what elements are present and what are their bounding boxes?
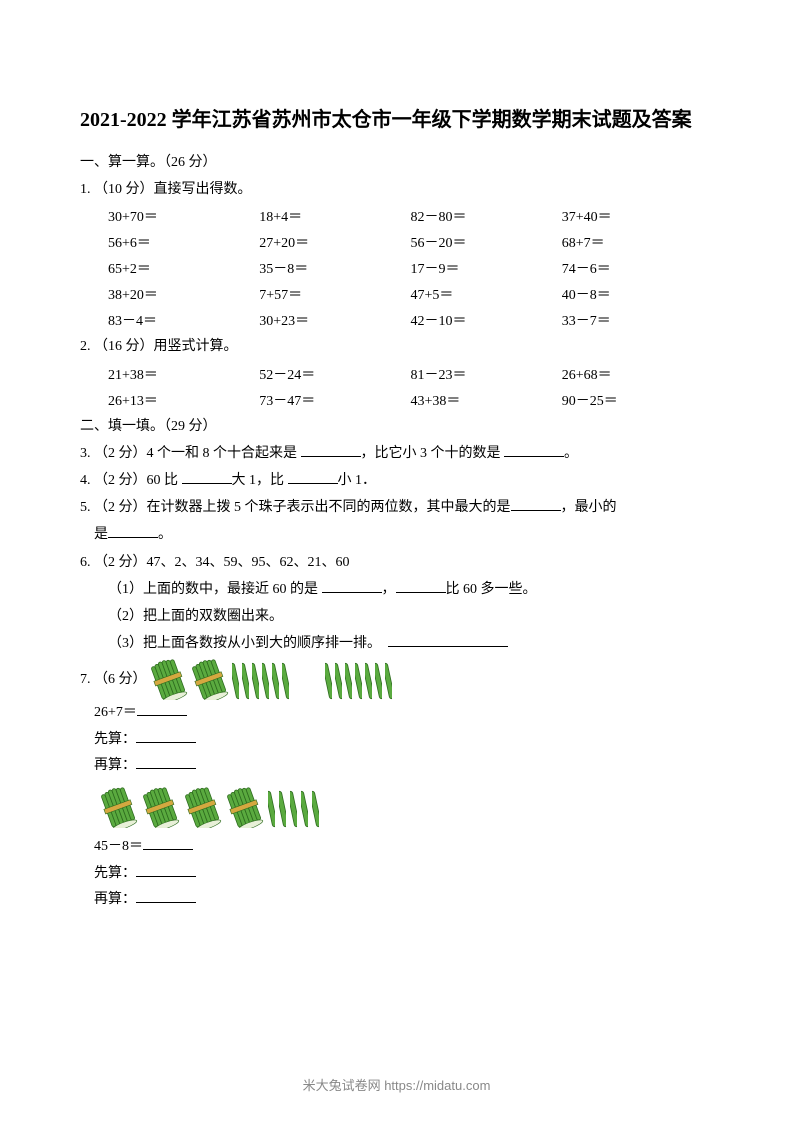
- blank: [511, 497, 561, 511]
- q7-first2: 先算：: [80, 861, 713, 888]
- calc-item: 35－8＝: [259, 258, 410, 278]
- calc-item: 40－8＝: [562, 284, 713, 304]
- calc-item: 74－6＝: [562, 258, 713, 278]
- sticks-image-1: [150, 658, 392, 700]
- q2-label: 2. （16 分）用竖式计算。: [80, 334, 713, 359]
- calc-item: 83－4＝: [108, 310, 259, 330]
- footer: 米大兔试卷网 https://midatu.com: [0, 1075, 793, 1094]
- blank: [396, 579, 446, 593]
- blank: [108, 524, 158, 538]
- q7-eq1: 26+7＝: [80, 700, 713, 727]
- calc-item: 37+40＝: [562, 206, 713, 226]
- q1-grid: 30+70＝ 18+4＝ 82－80＝ 37+40＝ 56+6＝ 27+20＝ …: [80, 206, 713, 330]
- q2-grid: 21+38＝ 52－24＝ 81－23＝ 26+68＝ 26+13＝ 73－47…: [80, 364, 713, 410]
- first-label: 先算：: [94, 866, 136, 881]
- calc-item: 18+4＝: [259, 206, 410, 226]
- calc-item: 68+7＝: [562, 232, 713, 252]
- q6-p1-suffix: 比 60 多一些。: [446, 582, 537, 597]
- blank: [136, 729, 196, 743]
- q5-l2-prefix: 是: [94, 527, 108, 542]
- calc-item: 56－20＝: [411, 232, 562, 252]
- q6-label: 6. （2 分）47、2、34、59、95、62、21、60: [80, 550, 713, 575]
- then-label: 再算：: [94, 758, 136, 773]
- q3-mid: ，比它小 3 个十的数是: [361, 446, 505, 461]
- blank: [301, 443, 361, 457]
- calc-item: 26+68＝: [562, 364, 713, 384]
- q6-p3-prefix: （3）把上面各数按从小到大的顺序排一排。: [108, 636, 381, 651]
- q4-suffix: 小 1．: [338, 473, 377, 488]
- calc-item: 52－24＝: [259, 364, 410, 384]
- blank: [388, 633, 508, 647]
- q4-mid: 大 1，比: [232, 473, 288, 488]
- q4-prefix: 4. （2 分）60 比: [80, 473, 182, 488]
- q7-first1: 先算：: [80, 727, 713, 754]
- calc-item: 27+20＝: [259, 232, 410, 252]
- blank: [288, 470, 338, 484]
- blank: [136, 755, 196, 769]
- q6-p1-mid: ，: [382, 582, 396, 597]
- section1-heading: 一、算一算。（26 分）: [80, 150, 713, 175]
- q5-line2: 是。: [80, 522, 713, 547]
- calc-item: 26+13＝: [108, 390, 259, 410]
- first-label: 先算：: [94, 732, 136, 747]
- calc-item: 7+57＝: [259, 284, 410, 304]
- calc-item: 38+20＝: [108, 284, 259, 304]
- q5: 5. （2 分）在计数器上拨 5 个珠子表示出不同的两位数，其中最大的是 ，最小的: [80, 495, 713, 520]
- q3-suffix: 。: [564, 446, 578, 461]
- eq1-text: 26+7＝: [94, 705, 137, 720]
- calc-item: 30+70＝: [108, 206, 259, 226]
- calc-item: 73－47＝: [259, 390, 410, 410]
- q6-part1: （1）上面的数中，最接近 60 的是 ， 比 60 多一些。: [80, 577, 713, 602]
- q7: 7. （6 分）: [80, 658, 713, 700]
- blank: [143, 836, 193, 850]
- q6-part3: （3）把上面各数按从小到大的顺序排一排。: [80, 631, 713, 656]
- blank: [504, 443, 564, 457]
- q7-eq2: 45－8＝: [80, 834, 713, 861]
- blank: [322, 579, 382, 593]
- q3-prefix: 3. （2 分）4 个一和 8 个十合起来是: [80, 446, 301, 461]
- q7-label: 7. （6 分）: [80, 667, 147, 692]
- q7-then2: 再算：: [80, 887, 713, 914]
- sticks-image-2: [80, 786, 713, 828]
- calc-item: 42－10＝: [411, 310, 562, 330]
- calc-item: 81－23＝: [411, 364, 562, 384]
- calc-item: 30+23＝: [259, 310, 410, 330]
- page-title: 2021-2022 学年江苏省苏州市太仓市一年级下学期数学期末试题及答案: [80, 100, 713, 140]
- q6-part2: （2）把上面的双数圈出来。: [80, 604, 713, 629]
- calc-item: 43+38＝: [411, 390, 562, 410]
- q5-l2-suffix: 。: [158, 527, 172, 542]
- calc-item: 90－25＝: [562, 390, 713, 410]
- blank: [136, 889, 196, 903]
- q7-then1: 再算：: [80, 753, 713, 780]
- q6-p1-prefix: （1）上面的数中，最接近 60 的是: [108, 582, 322, 597]
- then-label: 再算：: [94, 892, 136, 907]
- calc-item: 56+6＝: [108, 232, 259, 252]
- q5-mid: ，最小的: [561, 500, 617, 515]
- q3: 3. （2 分）4 个一和 8 个十合起来是 ，比它小 3 个十的数是 。: [80, 441, 713, 466]
- calc-item: 33－7＝: [562, 310, 713, 330]
- eq2-text: 45－8＝: [94, 839, 143, 854]
- q1-label: 1. （10 分）直接写出得数。: [80, 177, 713, 202]
- calc-item: 21+38＝: [108, 364, 259, 384]
- calc-item: 82－80＝: [411, 206, 562, 226]
- q5-prefix: 5. （2 分）在计数器上拨 5 个珠子表示出不同的两位数，其中最大的是: [80, 500, 511, 515]
- calc-item: 17－9＝: [411, 258, 562, 278]
- calc-item: 47+5＝: [411, 284, 562, 304]
- blank: [182, 470, 232, 484]
- blank: [137, 702, 187, 716]
- calc-item: 65+2＝: [108, 258, 259, 278]
- q4: 4. （2 分）60 比 大 1，比 小 1．: [80, 468, 713, 493]
- section2-heading: 二、填一填。（29 分）: [80, 414, 713, 439]
- blank: [136, 863, 196, 877]
